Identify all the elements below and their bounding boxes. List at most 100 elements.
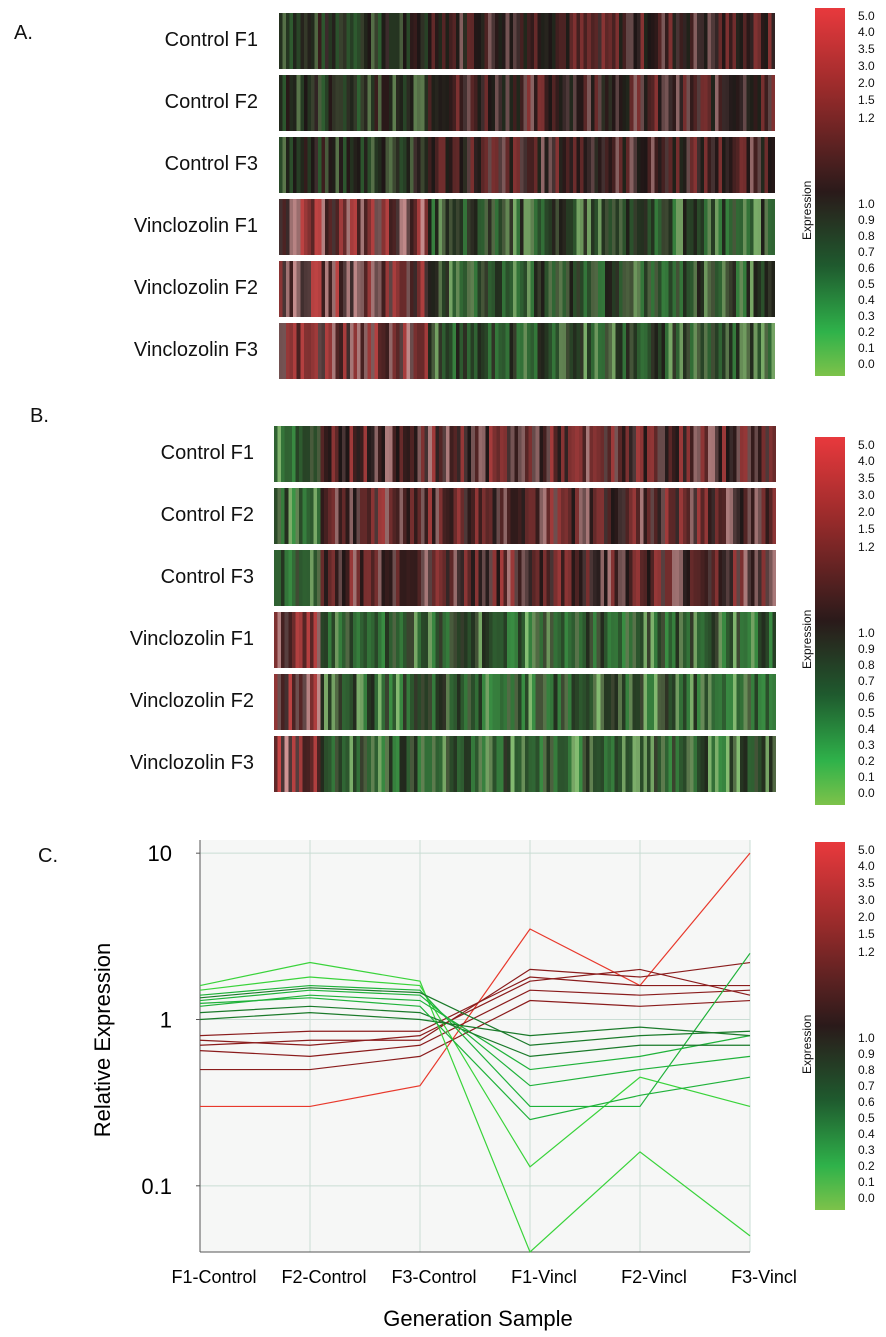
colorbar-tick-label: 0.8	[858, 229, 875, 243]
plot-area	[200, 840, 750, 1252]
heatmap-row-label: Control F2	[164, 91, 258, 113]
colorbar-tick-label: 1.5	[858, 93, 875, 107]
heatmap-strip	[279, 137, 775, 193]
x-axis-title: Generation Sample	[383, 1306, 573, 1331]
colorbar-tick-label: 1.2	[858, 111, 875, 125]
heatmap-row-label: Control F1	[160, 442, 254, 464]
colorbar-tick-label: 0.7	[858, 674, 875, 688]
colorbar-tick-label: 0.8	[858, 1063, 875, 1077]
heatmap-strip	[274, 488, 776, 544]
heatmap-strip	[274, 674, 776, 730]
colorbar-tick-label: 4.0	[858, 25, 875, 39]
colorbar-tick-label: 2.0	[858, 505, 875, 519]
series-line	[199, 1012, 751, 1037]
colorbar-tick-label: 1.5	[858, 927, 875, 941]
colorbar-tick-label: 3.0	[858, 488, 875, 502]
heatmap-row-label: Control F2	[160, 504, 254, 526]
colorbar-tick-label: 0.2	[858, 754, 875, 768]
colorbar-tick-label: 1.5	[858, 522, 875, 536]
colorbar-tick-label: 3.5	[858, 471, 875, 485]
colorbar-tick-label: 0.4	[858, 1127, 875, 1141]
colorbar-tick-label: 0.4	[858, 293, 875, 307]
x-tick-label: F1-Control	[171, 1267, 256, 1287]
heatmap-row-label: Control F1	[164, 29, 258, 51]
heatmap-strip	[274, 426, 776, 482]
colorbar-tick-label: 0.6	[858, 690, 875, 704]
series-line	[199, 961, 751, 1046]
colorbar-tick-label: 0.9	[858, 642, 875, 656]
colorbar-tick-label: 4.0	[858, 859, 875, 873]
heatmap-strip	[274, 736, 776, 792]
colorbar-tick-label: 2.0	[858, 910, 875, 924]
colorbar-tick-label: 0.5	[858, 706, 875, 720]
colorbar-tick-label: 0.2	[858, 1159, 875, 1173]
heatmap-row-label: Vinclozolin F2	[129, 690, 254, 712]
colorbar-tick-label: 1.2	[858, 945, 875, 959]
colorbar-gradient	[815, 842, 845, 1210]
colorbar-tick-label: 1.0	[858, 197, 875, 211]
colorbar-tick-label: 3.0	[858, 59, 875, 73]
colorbar-tick-label: 0.3	[858, 309, 875, 323]
x-tick-label: F2-Control	[281, 1267, 366, 1287]
series-line	[199, 976, 750, 1037]
series-line	[199, 1005, 750, 1058]
series-line	[199, 961, 751, 1254]
series-line	[199, 952, 751, 1108]
series-line	[199, 987, 751, 1046]
heatmap-row-label: Vinclozolin F2	[133, 277, 258, 299]
colorbar-tick-label: 0.0	[858, 357, 875, 371]
colorbar-tick-label: 0.4	[858, 722, 875, 736]
colorbar-tick-label: 0.6	[858, 1095, 875, 1109]
panel-b-letter: B.	[30, 405, 49, 427]
x-tick-label: F2-Vincl	[621, 1267, 687, 1287]
colorbar-tick-label: 1.0	[858, 1031, 875, 1045]
heatmap-strip	[279, 323, 775, 379]
series-line	[199, 997, 751, 1121]
heatmap-row-label: Vinclozolin F3	[129, 752, 254, 774]
colorbar-tick-label: 4.0	[858, 454, 875, 468]
colorbar-tick-label: 0.2	[858, 325, 875, 339]
colorbar-gradient	[815, 8, 845, 376]
series-line	[200, 999, 751, 1071]
heatmap-strip	[274, 550, 776, 606]
colorbar-tick-label: 0.0	[858, 1191, 875, 1205]
colorbar-tick-label: 0.9	[858, 1047, 875, 1061]
colorbar-tick-label: 2.0	[858, 76, 875, 90]
heatmap-strip	[279, 75, 775, 131]
colorbar-tick-label: 0.9	[858, 213, 875, 227]
colorbar-tick-label: 0.3	[858, 738, 875, 752]
colorbar-gradient	[815, 437, 845, 805]
heatmap-row-label: Vinclozolin F1	[129, 628, 254, 650]
colorbar-tick-label: 0.1	[858, 1175, 875, 1189]
colorbar-tick-label: 3.5	[858, 876, 875, 890]
y-axis-title: Relative Expression	[90, 943, 115, 1137]
colorbar-tick-label: 0.1	[858, 770, 875, 784]
heatmap-strip	[274, 612, 776, 668]
colorbar-tick-label: 5.0	[858, 9, 875, 23]
colorbar-tick-label: 3.0	[858, 893, 875, 907]
series-line	[199, 968, 751, 1046]
colorbar-tick-label: 0.0	[858, 786, 875, 800]
colorbar-tick-label: 3.5	[858, 42, 875, 56]
series-line	[199, 976, 751, 1168]
y-tick-label: 0.1	[141, 1174, 172, 1199]
x-tick-label: F1-Vincl	[511, 1267, 577, 1287]
y-tick-label: 10	[148, 841, 172, 866]
heatmap-strip	[279, 13, 775, 69]
series-line	[199, 989, 751, 1087]
series-line	[199, 989, 751, 1057]
colorbar-tick-label: 0.5	[858, 277, 875, 291]
panel-a-letter: A.	[14, 22, 33, 44]
colorbar-tick-label: 0.1	[858, 341, 875, 355]
heatmap-strip	[279, 199, 775, 255]
heatmap-row-label: Control F3	[164, 153, 258, 175]
colorbar-tick-label: 0.8	[858, 658, 875, 672]
colorbar-tick-label: 1.0	[858, 626, 875, 640]
heatmap-row-label: Vinclozolin F3	[133, 339, 258, 361]
panel-c-letter: C.	[38, 845, 58, 867]
colorbar-tick-label: 1.2	[858, 540, 875, 554]
colorbar-tick-label: 5.0	[858, 843, 875, 857]
colorbar-tick-label: 0.6	[858, 261, 875, 275]
series-line	[200, 852, 751, 1108]
heatmap-row-label: Control F3	[160, 566, 254, 588]
